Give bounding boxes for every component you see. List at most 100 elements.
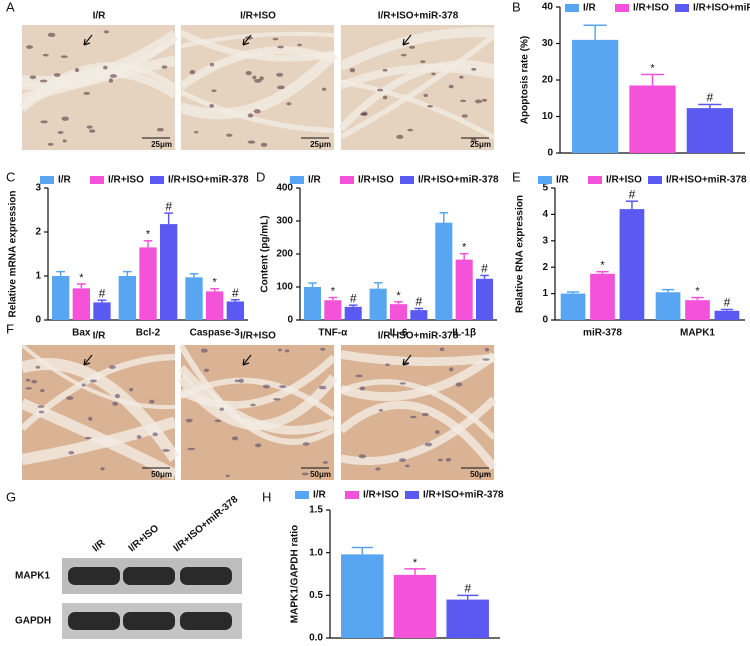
fiber [179, 50, 338, 120]
nucleus [250, 403, 256, 407]
bar [629, 85, 676, 153]
fiber [338, 27, 495, 71]
nucleus [277, 45, 284, 49]
panel-label: G [6, 489, 16, 504]
legend-label: I/R [308, 175, 322, 186]
bar [590, 273, 615, 320]
bar [572, 39, 619, 153]
nucleus [203, 368, 210, 372]
nucleus [297, 43, 302, 47]
nucleus [484, 347, 490, 352]
legend-label: I/R+ISO+miR-378 [418, 175, 499, 186]
nucleus [226, 133, 233, 137]
panel-label: E [512, 169, 521, 184]
nucleus [420, 60, 426, 64]
y-tick-label: 0 [547, 148, 553, 159]
y-tick-label: 2 [35, 227, 41, 238]
arrow [242, 354, 252, 366]
bar [446, 599, 489, 638]
bar [139, 247, 157, 320]
legend-swatch [295, 491, 309, 499]
nucleus [38, 410, 45, 414]
y-tick-label: 0.0 [309, 633, 323, 644]
band [123, 567, 175, 585]
nucleus [448, 84, 454, 89]
bar [341, 554, 384, 638]
legend-swatch [150, 176, 164, 184]
nucleus [152, 432, 158, 437]
scale-label: 25μm [151, 140, 172, 149]
legend-label: I/R+ISO+miR-378 [423, 490, 504, 501]
nucleus [26, 45, 33, 49]
y-tick-label: 200 [276, 249, 293, 260]
legend-swatch [290, 176, 304, 184]
legend-label: I/R+ISO+miR-378 [666, 175, 747, 186]
nucleus [81, 383, 86, 387]
y-tick-label: 0.5 [309, 590, 323, 601]
y-axis-label: MAPK1/GAPDH ratio [290, 525, 301, 623]
legend-swatch [40, 176, 54, 184]
y-tick-label: 5 [542, 183, 548, 194]
nucleus [481, 98, 488, 102]
legend-swatch [340, 176, 354, 184]
significance-mark: * [695, 285, 700, 297]
fiber [339, 33, 496, 140]
legend-swatch [648, 176, 662, 184]
y-tick-label: 1.0 [309, 547, 323, 558]
nucleus [109, 74, 117, 78]
nucleus [482, 358, 490, 361]
panel-label: C [6, 169, 15, 184]
bar [324, 300, 342, 320]
nucleus [400, 53, 407, 57]
y-tick-label: 0 [542, 315, 548, 326]
significance-mark: # [724, 296, 731, 310]
y-tick-label: 400 [276, 183, 293, 194]
nucleus [74, 67, 80, 73]
nucleus [156, 127, 164, 132]
fiber [19, 69, 178, 113]
nucleus [25, 387, 33, 390]
y-tick-label: 2 [542, 262, 548, 273]
legend-label: I/R+ISO [633, 3, 669, 14]
x-tick-label: Bcl-2 [136, 328, 161, 339]
nucleus [423, 93, 428, 97]
significance-mark: * [413, 557, 418, 569]
nucleus [407, 128, 414, 132]
nucleus [470, 137, 477, 143]
bar [714, 310, 740, 320]
bar [686, 108, 733, 153]
nucleus [103, 30, 110, 34]
bar [344, 306, 362, 320]
nucleus [276, 72, 284, 77]
y-tick-label: 30 [542, 38, 554, 49]
bar [685, 300, 710, 320]
nucleus [448, 367, 454, 372]
bar [160, 224, 178, 320]
y-axis-label: Content (pg/mL) [260, 215, 271, 292]
nucleus [431, 72, 436, 76]
panel-label: B [512, 0, 521, 14]
nucleus [320, 347, 326, 351]
legend-label: I/R [58, 175, 72, 186]
image-label: I/R+ISO [240, 11, 276, 22]
nucleus [385, 363, 390, 367]
nucleus [382, 68, 388, 72]
y-tick-label: 300 [276, 216, 293, 227]
nucleus [259, 76, 264, 81]
panel-label: D [256, 169, 265, 184]
significance-mark: # [416, 295, 423, 309]
nucleus [88, 416, 93, 421]
nucleus [409, 45, 416, 49]
blot-row-label: MAPK1 [15, 571, 50, 582]
panel-label: A [6, 0, 15, 14]
nucleus [109, 365, 116, 370]
bar [393, 574, 437, 638]
nucleus [31, 379, 38, 384]
nucleus [277, 85, 285, 90]
nucleus [68, 451, 75, 455]
nucleus [247, 113, 254, 118]
y-tick-label: 3 [35, 183, 41, 194]
nucleus [103, 65, 108, 70]
band [68, 567, 120, 585]
